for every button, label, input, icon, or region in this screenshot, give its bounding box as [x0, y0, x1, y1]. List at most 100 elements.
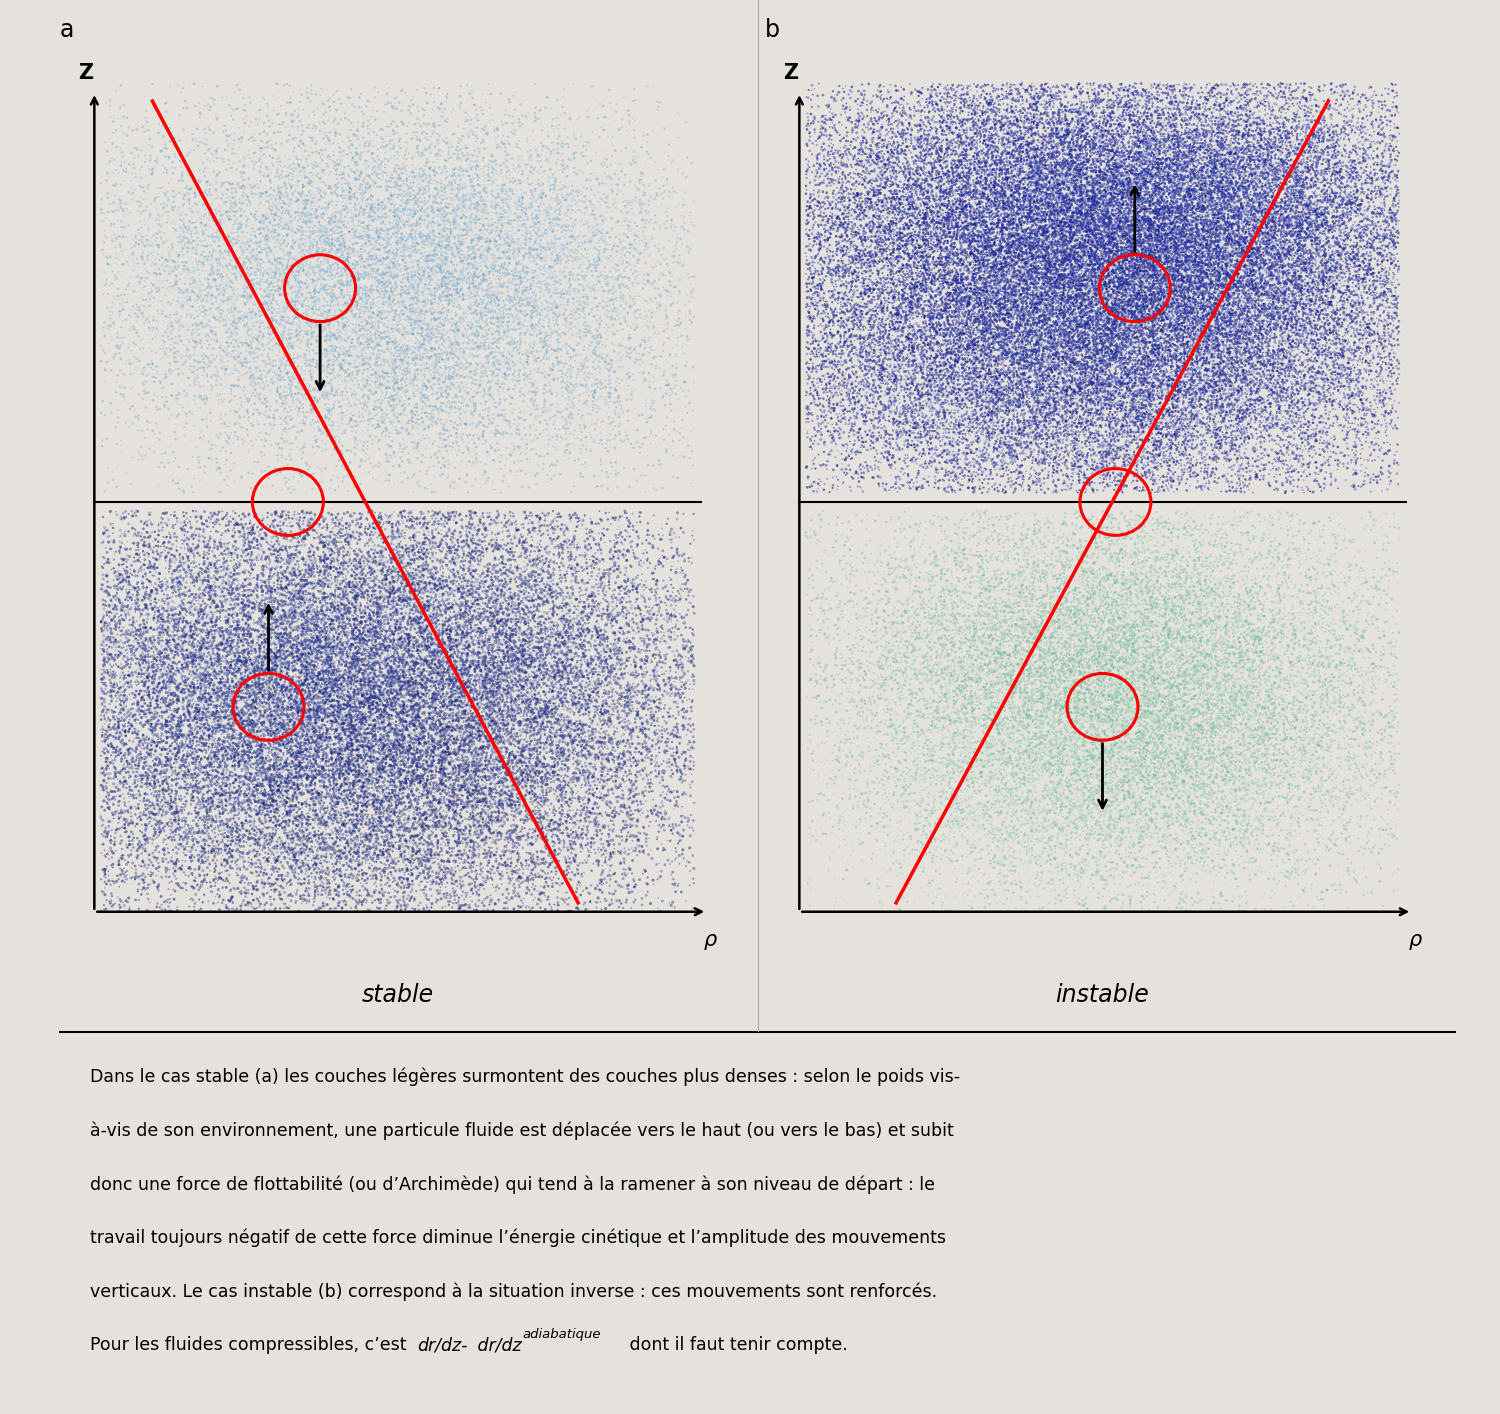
Point [206, 305, 230, 328]
Point [1190, 197, 1214, 219]
Point [1317, 98, 1341, 120]
Point [946, 669, 970, 691]
Point [258, 296, 282, 318]
Point [1030, 78, 1054, 100]
Point [413, 571, 436, 594]
Point [1002, 257, 1026, 280]
Point [483, 198, 507, 221]
Point [897, 105, 921, 127]
Point [1214, 173, 1237, 195]
Point [1082, 175, 1106, 198]
Point [1080, 732, 1104, 755]
Point [573, 786, 597, 809]
Point [201, 259, 225, 281]
Point [804, 233, 828, 256]
Point [988, 427, 1012, 450]
Point [1296, 212, 1320, 235]
Point [1082, 171, 1106, 194]
Point [1002, 264, 1026, 287]
Point [867, 205, 891, 228]
Point [1010, 608, 1034, 631]
Point [1104, 474, 1128, 496]
Point [1005, 762, 1029, 785]
Point [884, 386, 908, 409]
Point [1010, 284, 1034, 307]
Point [632, 785, 656, 807]
Point [1359, 242, 1383, 264]
Point [540, 454, 564, 477]
Point [360, 785, 384, 807]
Point [828, 235, 852, 257]
Point [810, 344, 834, 366]
Point [902, 677, 926, 700]
Point [452, 638, 476, 660]
Point [194, 666, 217, 689]
Point [1192, 167, 1216, 189]
Point [921, 240, 945, 263]
Point [1066, 284, 1090, 307]
Point [1156, 164, 1180, 187]
Point [987, 711, 1011, 734]
Point [1304, 423, 1328, 445]
Point [626, 534, 650, 557]
Point [472, 214, 496, 236]
Point [1058, 209, 1082, 232]
Point [951, 649, 975, 672]
Point [460, 754, 484, 776]
Point [903, 184, 927, 206]
Point [182, 263, 206, 286]
Point [1104, 232, 1128, 255]
Point [976, 834, 1000, 857]
Point [1204, 106, 1228, 129]
Point [1176, 230, 1200, 253]
Point [1022, 110, 1046, 133]
Point [486, 797, 510, 820]
Point [244, 226, 268, 249]
Point [924, 361, 948, 383]
Point [1216, 352, 1240, 375]
Point [1204, 822, 1228, 844]
Point [458, 789, 482, 812]
Point [1246, 148, 1270, 171]
Point [1076, 677, 1100, 700]
Point [868, 74, 892, 96]
Point [950, 301, 974, 324]
Point [1000, 615, 1024, 638]
Point [942, 732, 966, 755]
Point [394, 738, 418, 761]
Point [542, 867, 566, 889]
Point [1086, 399, 1110, 421]
Point [244, 775, 268, 797]
Point [405, 182, 429, 205]
Point [834, 448, 858, 471]
Point [438, 164, 462, 187]
Point [1126, 551, 1150, 574]
Point [466, 759, 490, 782]
Point [896, 253, 920, 276]
Point [465, 783, 489, 806]
Point [306, 682, 330, 704]
Point [322, 205, 346, 228]
Point [993, 288, 1017, 311]
Point [1216, 290, 1240, 312]
Point [986, 636, 1010, 659]
Point [1110, 673, 1134, 696]
Point [120, 396, 144, 419]
Point [956, 471, 980, 493]
Point [1178, 706, 1202, 728]
Point [366, 826, 390, 848]
Point [636, 75, 660, 98]
Point [288, 315, 312, 338]
Point [1080, 397, 1104, 420]
Point [172, 799, 196, 822]
Point [568, 602, 592, 625]
Point [532, 236, 556, 259]
Point [340, 257, 364, 280]
Point [408, 588, 432, 611]
Point [1221, 674, 1245, 697]
Point [222, 560, 246, 583]
Point [1136, 690, 1160, 713]
Point [1184, 301, 1208, 324]
Point [1206, 259, 1230, 281]
Point [993, 658, 1017, 680]
